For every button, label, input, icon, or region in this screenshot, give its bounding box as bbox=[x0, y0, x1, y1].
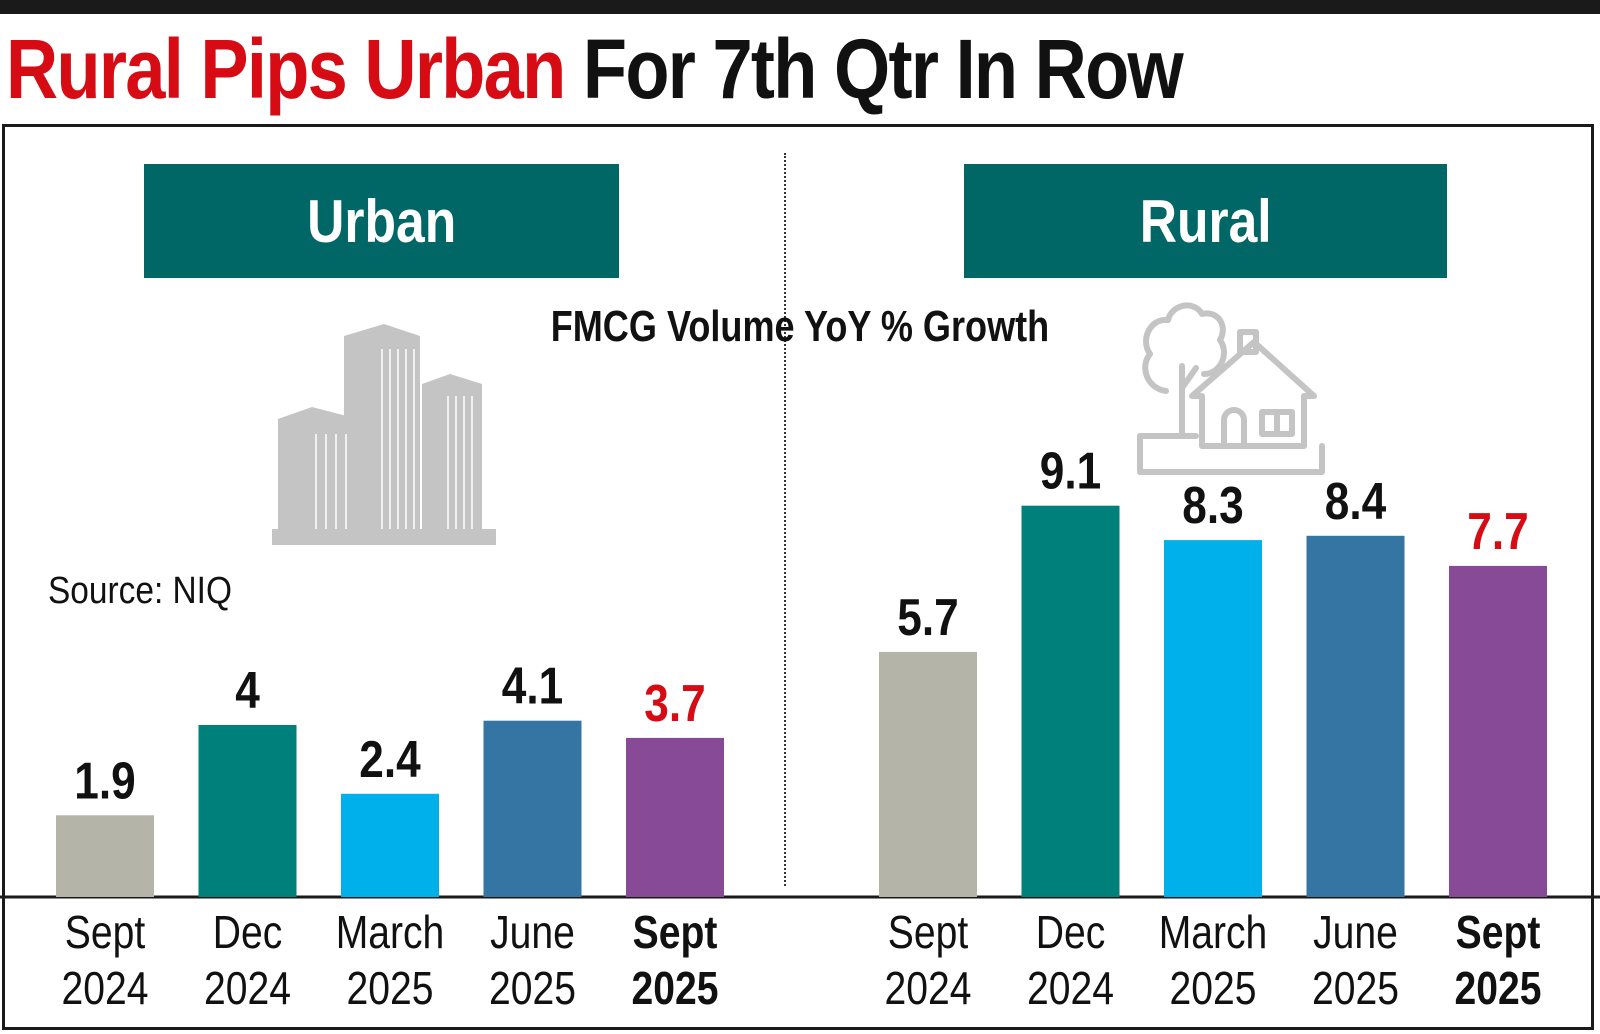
rural-tick-label-2-line-2: 2024 bbox=[1027, 963, 1114, 1015]
rural-value-label-4: 8.4 bbox=[1325, 472, 1387, 530]
urban-value-label-2: 4 bbox=[235, 662, 260, 720]
urban-tick-label-2-line-2: 2024 bbox=[204, 963, 291, 1015]
rural-tick-label-2-line-1: Dec bbox=[1036, 907, 1106, 959]
urban-bar-5 bbox=[626, 738, 724, 897]
rural-tick-label-4-line-1: June bbox=[1313, 907, 1398, 959]
rural-tick-label-5-line-1: Sept bbox=[1456, 907, 1541, 959]
bar-chart: 1.9Sept20244Dec20242.4March20254.1June20… bbox=[0, 0, 1600, 1034]
urban-bar-3 bbox=[341, 794, 439, 897]
rural-tick-label-3-line-1: March bbox=[1159, 907, 1268, 959]
rural-bar-3 bbox=[1164, 540, 1262, 897]
urban-value-label-4: 4.1 bbox=[502, 657, 563, 715]
rural-bar-5 bbox=[1449, 566, 1547, 897]
rural-value-label-1: 5.7 bbox=[897, 589, 958, 647]
urban-tick-label-4-line-1: June bbox=[490, 907, 575, 959]
urban-bar-4 bbox=[484, 721, 582, 897]
urban-value-label-3: 2.4 bbox=[359, 730, 421, 788]
urban-tick-label-2-line-1: Dec bbox=[213, 907, 283, 959]
rural-tick-label-5-line-2: 2025 bbox=[1455, 963, 1542, 1015]
urban-tick-label-5-line-1: Sept bbox=[633, 907, 718, 959]
rural-tick-label-1-line-2: 2024 bbox=[885, 963, 972, 1015]
urban-tick-label-1-line-2: 2024 bbox=[62, 963, 149, 1015]
rural-bar-1 bbox=[879, 652, 977, 897]
urban-bar-2 bbox=[199, 725, 297, 897]
urban-tick-label-3-line-1: March bbox=[336, 907, 445, 959]
urban-tick-label-1-line-1: Sept bbox=[65, 907, 146, 959]
rural-value-label-5: 7.7 bbox=[1467, 503, 1528, 561]
rural-bar-2 bbox=[1022, 506, 1120, 897]
urban-value-label-5: 3.7 bbox=[644, 675, 705, 733]
rural-tick-label-3-line-2: 2025 bbox=[1170, 963, 1257, 1015]
rural-value-label-3: 8.3 bbox=[1182, 477, 1243, 535]
rural-tick-label-1-line-1: Sept bbox=[888, 907, 969, 959]
urban-value-label-1: 1.9 bbox=[74, 752, 135, 810]
urban-bar-1 bbox=[56, 815, 154, 897]
urban-tick-label-4-line-2: 2025 bbox=[489, 963, 576, 1015]
urban-tick-label-3-line-2: 2025 bbox=[347, 963, 434, 1015]
urban-tick-label-5-line-2: 2025 bbox=[632, 963, 719, 1015]
rural-bar-4 bbox=[1307, 536, 1405, 897]
rural-value-label-2: 9.1 bbox=[1040, 442, 1101, 500]
rural-tick-label-4-line-2: 2025 bbox=[1312, 963, 1399, 1015]
